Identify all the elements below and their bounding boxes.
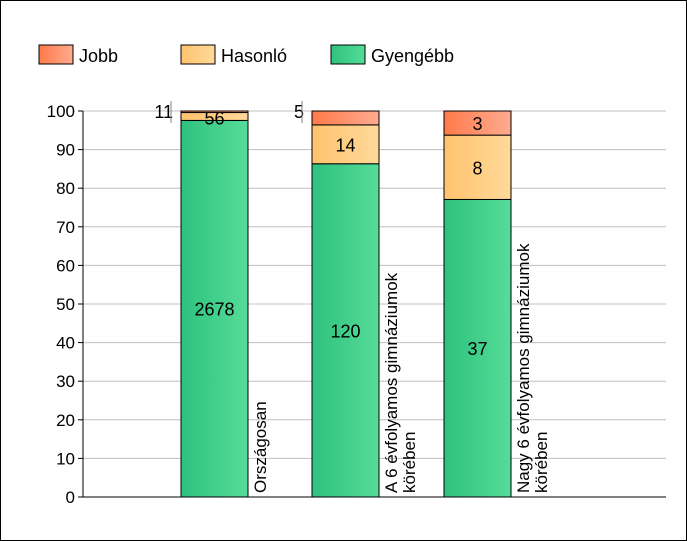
bar-segment-hasonló bbox=[443, 134, 512, 200]
data-label: 11 bbox=[154, 102, 173, 122]
legend-swatch-hasonló bbox=[180, 44, 216, 65]
bar-segment-jobb bbox=[311, 110, 380, 126]
y-tick-label: 60 bbox=[56, 256, 75, 275]
legend-label: Jobb bbox=[79, 46, 118, 66]
legend-swatch-gyengébb bbox=[330, 44, 366, 65]
bar-segment-gyengébb bbox=[443, 198, 512, 498]
y-tick-label: 10 bbox=[56, 449, 75, 468]
y-tick-label: 80 bbox=[56, 179, 75, 198]
y-tick-label: 40 bbox=[56, 334, 75, 353]
category-label: Nagy 6 évfolyamos gimnáziumok bbox=[514, 243, 533, 493]
data-label: 2678 bbox=[194, 300, 234, 320]
data-label: 14 bbox=[335, 135, 355, 155]
y-tick-label: 30 bbox=[56, 372, 75, 391]
data-label: 5 bbox=[294, 102, 304, 122]
category-label: körében bbox=[400, 432, 419, 493]
legend-label: Hasonló bbox=[221, 46, 287, 66]
bar-segment-jobb bbox=[443, 110, 512, 136]
y-tick-label: 100 bbox=[47, 102, 75, 121]
data-label: 8 bbox=[472, 158, 482, 178]
category-label: A 6 évfolyamos gimnáziumok bbox=[382, 272, 401, 493]
y-tick-label: 50 bbox=[56, 295, 75, 314]
y-tick-label: 70 bbox=[56, 218, 75, 237]
category-label: körében bbox=[532, 432, 551, 493]
y-tick-label: 90 bbox=[56, 141, 75, 160]
data-label: 56 bbox=[204, 109, 224, 129]
y-tick-label: 20 bbox=[56, 411, 75, 430]
category-label: Országosan bbox=[251, 401, 270, 493]
legend-label: Gyengébb bbox=[371, 46, 454, 66]
bar-segment-jobb bbox=[180, 110, 249, 114]
data-label: 120 bbox=[330, 321, 360, 341]
bar-segment-gyengébb bbox=[180, 119, 249, 498]
data-label: 37 bbox=[467, 339, 487, 359]
y-tick-label: 0 bbox=[66, 488, 75, 507]
legend-swatch-jobb bbox=[38, 44, 74, 65]
data-label: 3 bbox=[472, 114, 482, 134]
